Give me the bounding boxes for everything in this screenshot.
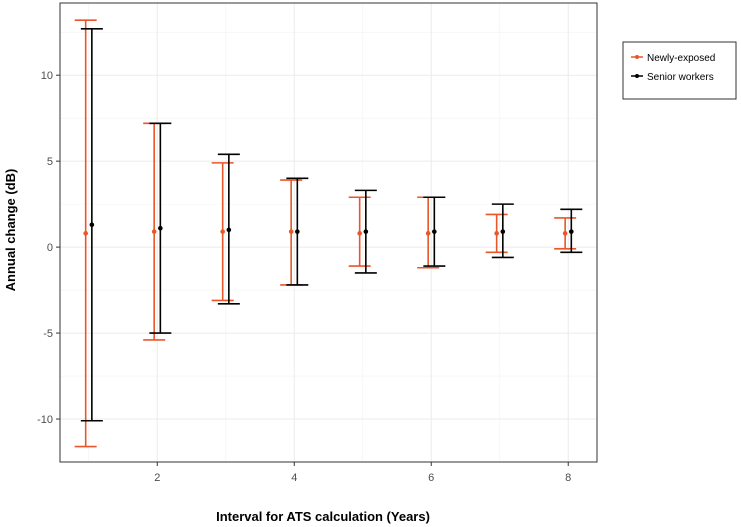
- mean-point: [425, 231, 431, 236]
- error-bar: [211, 162, 234, 302]
- legend-label: Newly-exposed: [647, 53, 715, 64]
- x-tick-label: 4: [291, 472, 297, 484]
- series-senior-workers: [80, 27, 583, 422]
- mean-point: [357, 231, 362, 236]
- plot-panel-border: [59, 2, 598, 463]
- error-bar: [74, 19, 97, 448]
- legend-key-dot: [635, 55, 639, 59]
- legend-box: [622, 41, 737, 100]
- error-bar: [286, 177, 309, 286]
- error-bar: [560, 208, 583, 254]
- error-bar: [554, 217, 577, 250]
- mean-point: [288, 229, 294, 234]
- gridlines: [60, 3, 597, 462]
- y-axis-title: Annual change (dB): [3, 169, 18, 292]
- error-bar: [485, 213, 508, 254]
- legend-label: Senior workers: [647, 72, 714, 83]
- mean-point: [494, 231, 499, 236]
- error-bar: [80, 27, 103, 422]
- legend-item-newly-exposed: Newly-exposed: [631, 53, 715, 64]
- x-tick-label: 8: [565, 472, 571, 484]
- y-tick-label: 10: [41, 70, 53, 82]
- y-tick-label: 0: [47, 242, 53, 254]
- mean-point: [158, 225, 163, 231]
- mean-point: [83, 231, 88, 236]
- legend: Newly-exposed Senior workers: [622, 41, 737, 100]
- axis-ticks: 2 4 6 8 -10 -5 0 5 10: [37, 70, 571, 484]
- mean-point: [226, 227, 232, 233]
- mean-point: [569, 229, 574, 234]
- y-tick-label: 5: [47, 156, 53, 168]
- y-tick-label: -10: [37, 414, 53, 426]
- x-axis-title: Interval for ATS calculation (Years): [216, 509, 430, 524]
- legend-item-senior-workers: Senior workers: [631, 72, 714, 83]
- mean-point: [295, 229, 300, 234]
- x-tick-label: 6: [428, 472, 434, 484]
- error-bar: [354, 189, 377, 274]
- error-bar: [217, 153, 240, 305]
- error-bars: [74, 19, 583, 448]
- error-bar: [491, 203, 514, 259]
- mean-point: [89, 222, 95, 228]
- x-tick-label: 2: [154, 472, 160, 484]
- legend-key-dot: [635, 74, 639, 78]
- mean-point: [220, 229, 225, 234]
- mean-point: [151, 229, 157, 234]
- mean-point: [500, 229, 506, 234]
- error-bar: [149, 122, 172, 334]
- mean-point: [432, 229, 437, 234]
- mean-point: [363, 229, 369, 234]
- error-bar: [348, 196, 371, 267]
- error-bar: [423, 196, 446, 267]
- mean-point: [562, 231, 568, 236]
- y-tick-label: -5: [43, 328, 53, 340]
